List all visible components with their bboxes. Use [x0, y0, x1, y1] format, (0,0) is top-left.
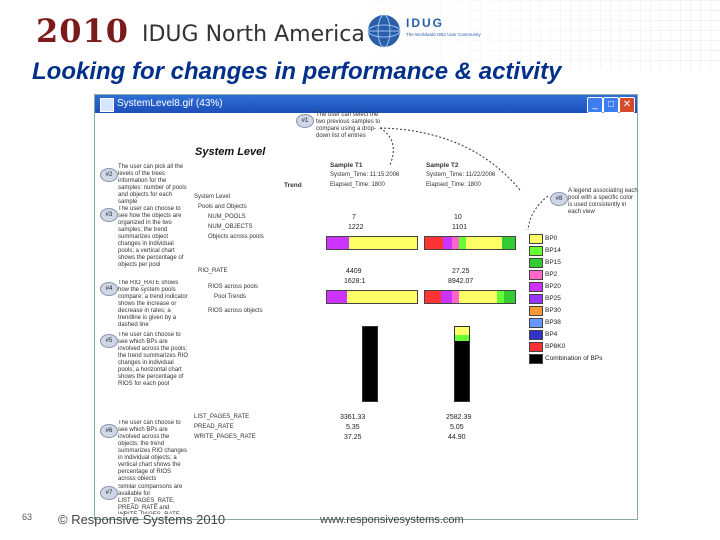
t2-pread-rate: 5.05 [450, 424, 464, 431]
tree-root[interactable]: System Level [194, 194, 231, 200]
slide-title: Looking for changes in performance & act… [32, 58, 562, 85]
tree-item-objects-across[interactable]: Objects across pools [208, 234, 264, 240]
callout-text: The RIO_RATE shows how the system pools … [118, 280, 188, 326]
tree-item-num-pools[interactable]: NUM_POOLS [208, 214, 246, 220]
image-file-icon [100, 98, 114, 112]
tree-item-write-rate[interactable]: WRITE_PAGES_RATE [194, 434, 256, 440]
callout-text: The user can choose to see how the objec… [118, 206, 184, 268]
t2-rio: 27.25 [452, 268, 470, 275]
sample2-time: System_Time: 11/22/2006 [426, 172, 496, 178]
callout-badge: #1 [296, 114, 314, 128]
t1-list-rate: 3361.33 [340, 414, 366, 421]
sample1-elapsed: Elapsed_Time: 1800 [330, 182, 385, 188]
image-viewer-window: SystemLevel8.gif (43%) _ □ ✕ [94, 94, 638, 520]
close-button[interactable]: ✕ [619, 97, 635, 113]
window-titlebar[interactable]: SystemLevel8.gif (43%) _ □ ✕ [95, 95, 637, 113]
rio-distribution-bar-t2 [424, 290, 516, 304]
rio-distribution-bar-t1 [326, 290, 418, 304]
pool-distribution-bar-t1 [326, 236, 418, 250]
tree-item-rio-rate[interactable]: RIO_RATE [198, 268, 228, 274]
logo-text: IDUG [406, 16, 444, 30]
tree-item-rios-pools[interactable]: RIOS across pools [208, 284, 259, 290]
sample1-time: System_Time: 11:15:2006 [330, 172, 400, 178]
t1-write-rate: 37.25 [344, 434, 362, 441]
callout-badge: #4 [100, 282, 118, 296]
window-title: SystemLevel8.gif (43%) [117, 98, 223, 109]
globe-icon [367, 14, 401, 48]
callout-badge: #6 [100, 424, 118, 438]
trend-column-header: Trend [284, 182, 302, 189]
callout-badge: #2 [100, 168, 118, 182]
t1-num-objects: 1222 [348, 224, 364, 231]
copyright: © Responsive Systems 2010 [58, 512, 226, 527]
tree-item-rios-objects[interactable]: RIOS across objects [208, 308, 263, 314]
rio-objects-column-t2 [454, 326, 470, 402]
maximize-button[interactable]: □ [603, 97, 619, 113]
callout-badge: #8 [550, 192, 568, 206]
sample2-elapsed: Elapsed_Time: 1800 [426, 182, 481, 188]
t2-rio-2: 8942.07 [448, 278, 474, 285]
callout-badge: #3 [100, 208, 118, 222]
view-heading: System Level [195, 146, 266, 158]
tree-item-pool-trends[interactable]: Pool Trends [214, 294, 247, 300]
conference-name: IDUG North America [142, 22, 365, 47]
pool-distribution-bar-t2 [424, 236, 516, 250]
page-number: 63 [22, 512, 33, 522]
minimize-button[interactable]: _ [587, 97, 603, 113]
tree-item-num-objects[interactable]: NUM_OBJECTS [208, 224, 253, 230]
t1-rio-2: 1628:1 [344, 278, 366, 285]
footer-url: www.responsivesystems.com [320, 514, 464, 526]
callout-text: The user can choose to see which BPs are… [118, 332, 189, 387]
t2-list-rate: 2582.39 [446, 414, 472, 421]
t2-num-objects: 1101 [452, 224, 468, 231]
callout-badge: #5 [100, 334, 118, 348]
tree-item-pread-rate[interactable]: PREAD_RATE [194, 424, 234, 430]
tree-item-list-rate[interactable]: LIST_PAGES_RATE [194, 414, 250, 420]
sample2-header[interactable]: Sample T2 [426, 162, 459, 169]
header-grid-fade [0, 0, 720, 70]
logo-tagline: The Worldwide DB2 User Community [406, 32, 481, 37]
t1-pread-rate: 5.35 [346, 424, 360, 431]
callout-text: The user can pick all the levels of the … [118, 164, 187, 205]
rio-objects-column-t1 [362, 326, 378, 402]
callout-text: The user can choose to see which BPs are… [118, 420, 188, 480]
callout-badge: #7 [100, 486, 118, 500]
t2-num-pools: 10 [454, 214, 462, 221]
t1-rio: 4409 [346, 268, 362, 275]
tree-item-pools[interactable]: Pools and Objects [198, 204, 247, 210]
callout-text: The user can select the two previous sam… [316, 112, 381, 139]
conference-year: 2010 [36, 12, 130, 50]
t1-num-pools: 7 [352, 214, 356, 221]
idug-logo: IDUG The Worldwide DB2 User Community [366, 12, 486, 50]
callout-text: Similar comparisons are available for LI… [118, 484, 183, 514]
t2-write-rate: 44.90 [448, 434, 466, 441]
sample1-header[interactable]: Sample T1 [330, 162, 363, 169]
callout-text: A legend associating each pool with a sp… [568, 188, 638, 215]
